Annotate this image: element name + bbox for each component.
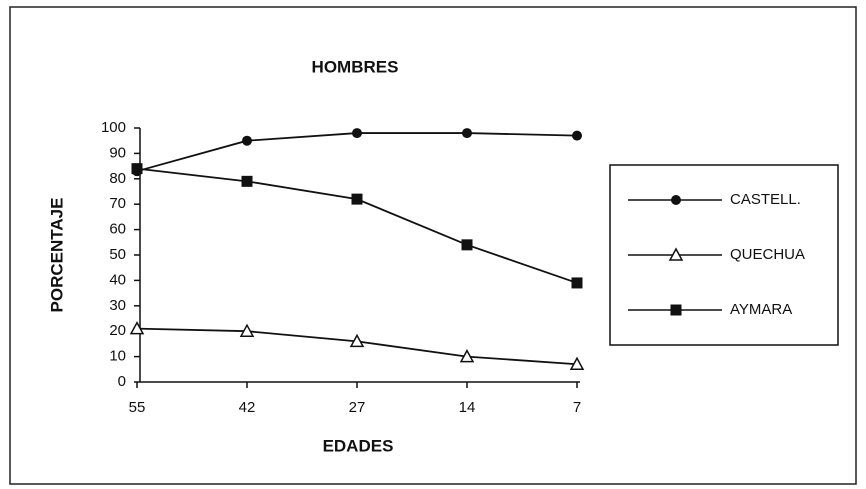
legend-label: AYMARA bbox=[730, 301, 792, 318]
x-tick-label: 14 bbox=[459, 399, 476, 416]
x-tick-label: 7 bbox=[573, 399, 581, 416]
y-tick-label: 40 bbox=[109, 271, 126, 288]
y-tick-label: 10 bbox=[109, 348, 126, 365]
data-point bbox=[459, 349, 475, 363]
y-tick-label: 30 bbox=[109, 297, 126, 314]
series-line bbox=[136, 167, 578, 284]
data-point bbox=[239, 323, 255, 337]
data-point bbox=[569, 356, 585, 370]
data-point bbox=[242, 135, 252, 146]
y-axis-label: PORCENTAJE bbox=[47, 198, 66, 313]
legend-marker bbox=[668, 247, 684, 261]
legend-marker bbox=[670, 304, 682, 316]
legend-label: QUECHUA bbox=[730, 246, 805, 263]
y-tick-label: 50 bbox=[109, 246, 126, 263]
data-point bbox=[241, 175, 253, 187]
data-point bbox=[462, 128, 472, 139]
legend-label: CASTELL. bbox=[730, 191, 801, 208]
legend-marker bbox=[671, 195, 681, 205]
x-tick-label: 42 bbox=[239, 399, 256, 416]
data-point bbox=[131, 163, 143, 175]
data-point bbox=[572, 130, 582, 141]
data-point bbox=[352, 128, 362, 139]
y-tick-label: 0 bbox=[118, 373, 126, 390]
y-tick-label: 20 bbox=[109, 322, 126, 339]
y-tick-label: 100 bbox=[101, 119, 126, 136]
x-tick-label: 27 bbox=[349, 399, 366, 416]
frame bbox=[9, 6, 857, 485]
x-tick-label: 55 bbox=[129, 399, 146, 416]
x-axis-label: EDADES bbox=[323, 436, 394, 455]
data-point bbox=[129, 321, 145, 335]
y-tick-label: 70 bbox=[109, 195, 126, 212]
series-line bbox=[136, 132, 578, 173]
y-tick-label: 90 bbox=[109, 144, 126, 161]
data-point bbox=[461, 239, 473, 251]
data-point bbox=[349, 333, 365, 348]
data-point bbox=[351, 193, 363, 205]
data-point bbox=[571, 277, 583, 289]
y-tick-label: 60 bbox=[109, 221, 126, 238]
y-tick-label: 80 bbox=[109, 170, 126, 187]
chart-title: HOMBRES bbox=[312, 57, 399, 76]
